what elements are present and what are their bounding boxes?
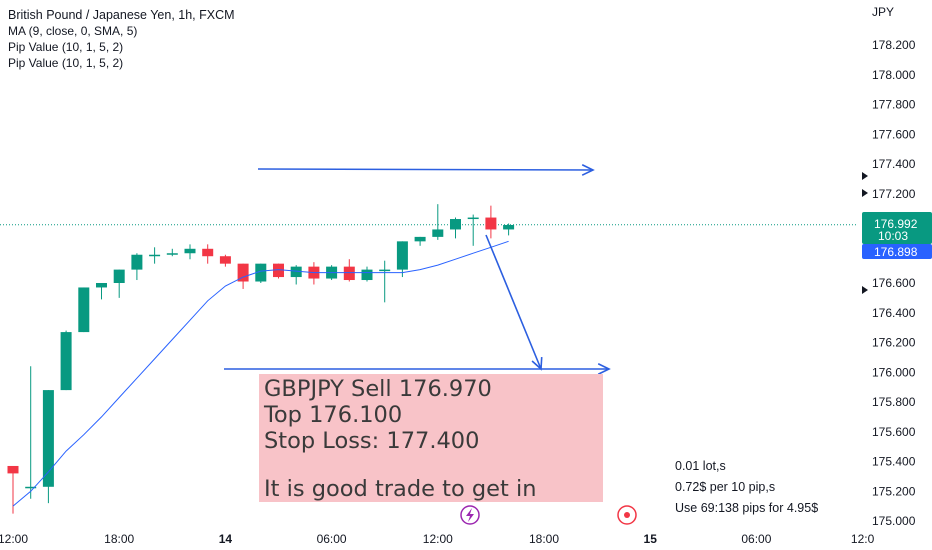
y-tick-label: 177.400: [872, 157, 916, 171]
candle-body[interactable]: [131, 254, 143, 270]
candle-body[interactable]: [113, 269, 125, 283]
ma-price-tag[interactable]: [862, 244, 932, 259]
lightning-glyph: [466, 508, 474, 522]
y-tick-label: 175.400: [872, 455, 916, 469]
stop-loss-arrow[interactable]: [257, 168, 594, 171]
x-tick-label: 12:00: [423, 532, 453, 546]
candle-body[interactable]: [219, 256, 231, 264]
candle-body[interactable]: [290, 266, 302, 278]
y-tick-label: 177.600: [872, 127, 916, 141]
trade-line-entry: GBPJPY Sell 176.970: [264, 376, 492, 402]
candle-body[interactable]: [467, 217, 479, 220]
drop-arrow[interactable]: [485, 234, 542, 370]
y-tick-label: 176.000: [872, 365, 916, 379]
target-arrow-head: [597, 363, 611, 375]
chart-legend: British Pound / Japanese Yen, 1h, FXCM M…: [8, 7, 235, 71]
ma-price-label: 176.898: [874, 245, 918, 259]
candle-body[interactable]: [273, 263, 284, 278]
last-price-tag[interactable]: [862, 212, 932, 244]
indicator-ma[interactable]: MA (9, close, 0, SMA, 5): [8, 24, 138, 38]
x-tick-label: 18:00: [529, 532, 559, 546]
candle-body[interactable]: [432, 229, 444, 237]
indicator-pip-value-2[interactable]: Pip Value (10, 1, 5, 2): [8, 56, 124, 70]
y-tick-label: 176.400: [872, 306, 916, 320]
trade-line-footer: It is good trade to get in: [264, 476, 537, 502]
axis-marker: [862, 189, 868, 197]
x-tick-label: 14: [219, 532, 233, 546]
y-tick-label: 177.800: [872, 98, 916, 112]
candle-body[interactable]: [25, 486, 37, 489]
y-tick-label: 175.800: [872, 395, 916, 409]
candle-body[interactable]: [237, 263, 249, 282]
candle-body[interactable]: [184, 248, 196, 254]
x-tick-label: 12:0: [851, 532, 875, 546]
trade-line-stop: Stop Loss: 177.400: [264, 428, 480, 454]
candle-body[interactable]: [503, 224, 515, 230]
candle-body[interactable]: [166, 253, 178, 255]
x-tick-label: 06:00: [317, 532, 347, 546]
candle-body[interactable]: [149, 254, 161, 257]
y-tick-label: 178.200: [872, 38, 916, 52]
candle-body[interactable]: [485, 217, 497, 230]
x-tick-label: 15: [644, 532, 658, 546]
note-lot: 0.01 lot,s: [675, 459, 726, 473]
indicator-pip-value-1[interactable]: Pip Value (10, 1, 5, 2): [8, 40, 124, 54]
note-usage: Use 69:138 pips for 4.95$: [675, 501, 819, 515]
candle-body[interactable]: [60, 332, 72, 391]
candle-body[interactable]: [379, 269, 391, 272]
y-tick-label: 176.200: [872, 336, 916, 350]
currency-label: JPY: [872, 5, 894, 19]
moving-average-line[interactable]: [12, 240, 509, 507]
y-tick-label: 175.000: [872, 514, 916, 528]
y-tick-label: 178.000: [872, 68, 916, 82]
position-notes: 0.01 lot,s 0.72$ per 10 pip,s Use 69:138…: [675, 456, 818, 519]
candle-body[interactable]: [450, 219, 461, 230]
symbol-title[interactable]: British Pound / Japanese Yen, 1h, FXCM: [8, 8, 235, 22]
axis-marker: [862, 286, 868, 294]
candle-body[interactable]: [255, 263, 267, 282]
y-tick-label: 175.200: [872, 484, 916, 498]
candle-body[interactable]: [396, 241, 408, 270]
y-tick-label: 177.200: [872, 187, 916, 201]
candle-body[interactable]: [96, 283, 107, 288]
note-pip-value: 0.72$ per 10 pip,s: [675, 480, 776, 494]
candle-body[interactable]: [7, 465, 19, 474]
last-price-label: 176.992: [874, 217, 918, 231]
candle-body[interactable]: [343, 266, 355, 281]
x-tick-label: 18:00: [104, 532, 134, 546]
x-tick-label: 12:00: [0, 532, 28, 546]
stop-loss-arrow-head: [581, 164, 595, 176]
y-tick-label: 175.600: [872, 425, 916, 439]
countdown-label: 10:03: [878, 229, 908, 243]
axis-marker: [862, 172, 868, 180]
candle-body[interactable]: [414, 236, 426, 242]
candle-body[interactable]: [78, 287, 90, 333]
candle-body[interactable]: [361, 269, 373, 281]
y-tick-label: 176.600: [872, 276, 916, 290]
candle-body[interactable]: [202, 248, 214, 257]
trade-note-box[interactable]: GBPJPY Sell 176.970 Top 176.100 Stop Los…: [259, 374, 603, 502]
candle-body[interactable]: [42, 390, 54, 487]
record-dot: [624, 512, 630, 518]
trade-line-target: Top 176.100: [264, 402, 403, 428]
x-tick-label: 06:00: [741, 532, 771, 546]
